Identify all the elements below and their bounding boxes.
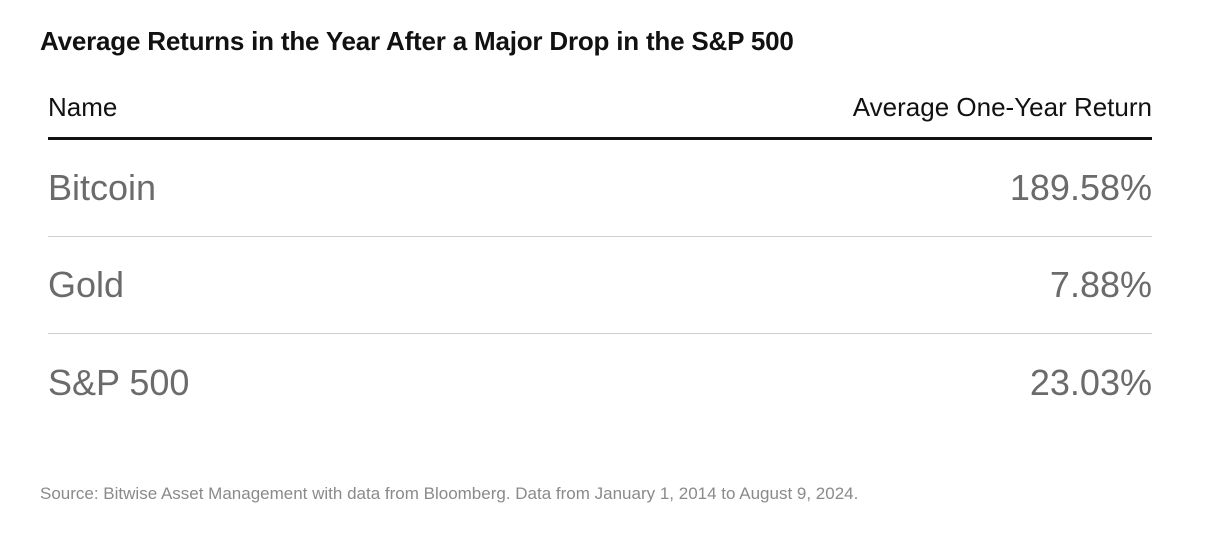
chart-title: Average Returns in the Year After a Majo…: [40, 26, 794, 56]
column-header-return: Average One-Year Return: [852, 92, 1152, 122]
column-header-name: Name: [48, 92, 118, 122]
table-row: Gold 7.88%: [48, 237, 1152, 334]
row-name-cell: S&P 500: [48, 361, 190, 403]
table-row: Bitcoin 189.58%: [48, 140, 1152, 237]
row-value-cell: 7.88%: [1049, 264, 1152, 305]
table-header: Name Average One-Year Return: [48, 84, 1152, 140]
source-note: Source: Bitwise Asset Management with da…: [40, 484, 859, 503]
row-name-cell: Gold: [48, 264, 125, 305]
table-row: S&P 500 23.03%: [48, 334, 1152, 431]
row-name-cell: Bitcoin: [48, 167, 157, 208]
row-value-cell: 23.03%: [1029, 361, 1152, 403]
returns-table: Name Average One-Year Return Bitcoin 189…: [48, 84, 1152, 431]
row-value-cell: 189.58%: [1009, 167, 1152, 208]
